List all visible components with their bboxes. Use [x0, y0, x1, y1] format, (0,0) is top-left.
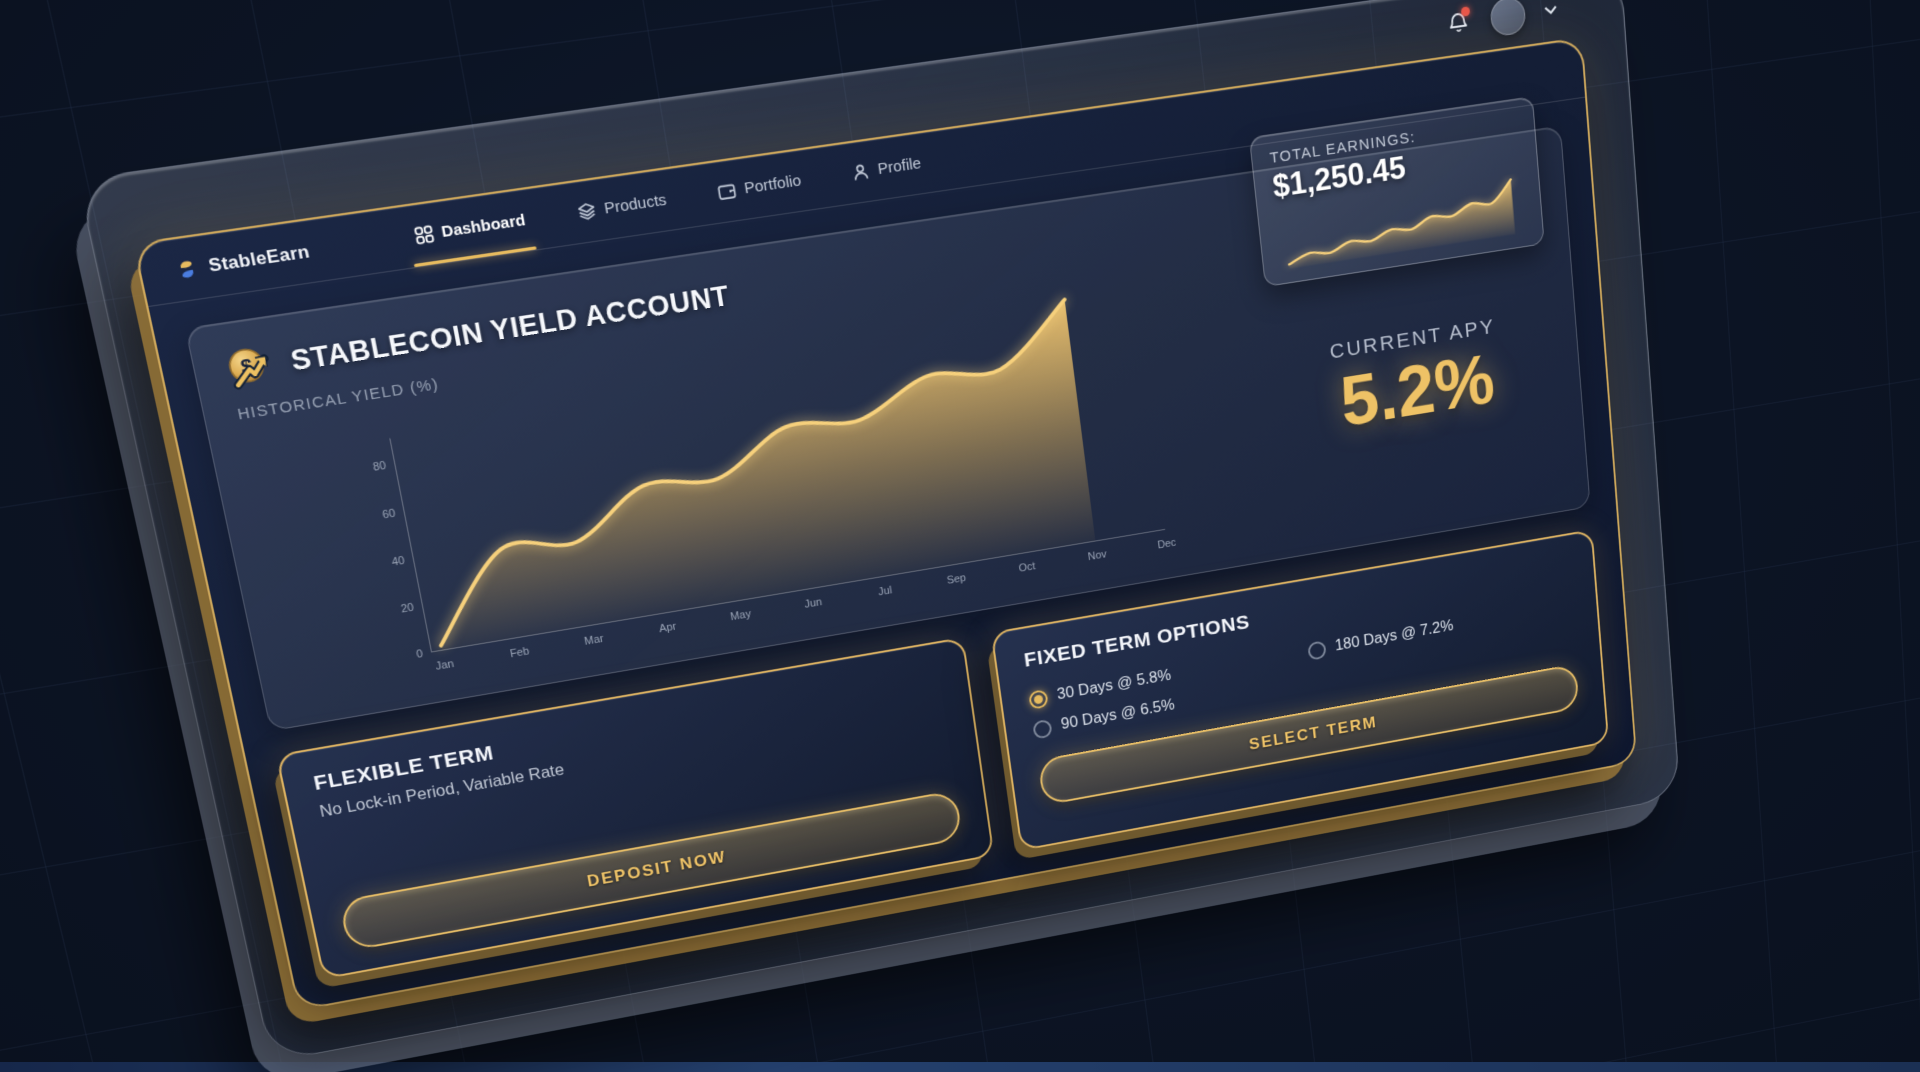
nav-item-portfolio[interactable]: Portfolio: [714, 165, 805, 208]
chart-section: $ STABLECOIN YIELD ACCOUNT HISTORICAL YI…: [186, 173, 1287, 730]
svg-text:Jan: Jan: [435, 658, 455, 672]
current-apy-block: CURRENT APY 5.2%: [1329, 315, 1503, 442]
account-menu-toggle[interactable]: [1543, 0, 1558, 20]
svg-text:60: 60: [382, 508, 397, 522]
dashboard-board: StableEarn Dashboard Product: [77, 0, 1681, 1063]
main-content: $ STABLECOIN YIELD ACCOUNT HISTORICAL YI…: [148, 96, 1635, 1009]
svg-text:Apr: Apr: [658, 621, 677, 635]
svg-text:Sep: Sep: [946, 572, 966, 586]
chevron-down-icon: [1544, 4, 1558, 15]
nav-item-dashboard[interactable]: Dashboard: [410, 205, 530, 252]
stats-column: TOTAL EARNINGS: $1,250.45: [1245, 96, 1590, 558]
svg-text:Feb: Feb: [509, 646, 530, 661]
svg-text:40: 40: [391, 555, 406, 569]
svg-text:0: 0: [416, 648, 425, 660]
radio-icon[interactable]: [1032, 718, 1053, 740]
nav-label: Dashboard: [440, 211, 527, 242]
nav-label: Portfolio: [742, 171, 803, 198]
svg-text:$: $: [239, 355, 255, 379]
notification-bell-button[interactable]: [1446, 6, 1473, 38]
bottom-accent-strip: [0, 1062, 1920, 1072]
svg-text:May: May: [730, 608, 753, 623]
radio-icon[interactable]: [1028, 688, 1049, 710]
historical-yield-chart: 0 20 40 60 80 Jan Feb Mar Apr May Jun Jul Sep Oct Nov D…: [236, 271, 1282, 714]
yield-area-chart-svg: 0 20 40 60 80 Jan Feb Mar Apr May Jun Jul Sep Oct Nov D…: [372, 271, 1177, 673]
title-row: $ STABLECOIN YIELD ACCOUNT: [219, 194, 1249, 396]
brand-logo[interactable]: StableEarn: [172, 240, 311, 283]
svg-text:Jun: Jun: [804, 596, 823, 610]
brand-name: StableEarn: [206, 240, 312, 276]
term-option-label: 180 Days @ 7.2%: [1334, 617, 1454, 655]
sparkline-svg: [1275, 173, 1526, 274]
svg-text:80: 80: [372, 460, 387, 474]
nav-label: Profile: [876, 154, 923, 179]
avatar[interactable]: [1489, 0, 1527, 38]
layers-icon: [577, 201, 598, 221]
wallet-icon: [717, 181, 737, 201]
svg-text:Mar: Mar: [584, 633, 605, 648]
nav-item-profile[interactable]: Profile: [848, 148, 925, 189]
radio-icon[interactable]: [1307, 639, 1327, 661]
stableearn-s-logo-icon: [179, 260, 195, 278]
grid-icon: [413, 225, 435, 246]
svg-text:Jul: Jul: [877, 585, 892, 598]
svg-text:20: 20: [400, 602, 415, 616]
user-icon: [851, 162, 871, 182]
yield-account-panel: $ STABLECOIN YIELD ACCOUNT HISTORICAL YI…: [184, 96, 1591, 732]
dashboard-panel: StableEarn Dashboard Product: [132, 36, 1638, 1012]
total-earnings-card: TOTAL EARNINGS: $1,250.45: [1248, 96, 1545, 288]
svg-text:Oct: Oct: [1018, 561, 1037, 575]
earnings-sparkline: [1275, 173, 1526, 274]
coin-dollar-arrow-icon: $: [219, 338, 281, 396]
nav-label: Products: [602, 191, 668, 218]
svg-text:Dec: Dec: [1157, 537, 1177, 551]
nav-item-products[interactable]: Products: [573, 184, 671, 228]
svg-text:Nov: Nov: [1087, 549, 1107, 563]
